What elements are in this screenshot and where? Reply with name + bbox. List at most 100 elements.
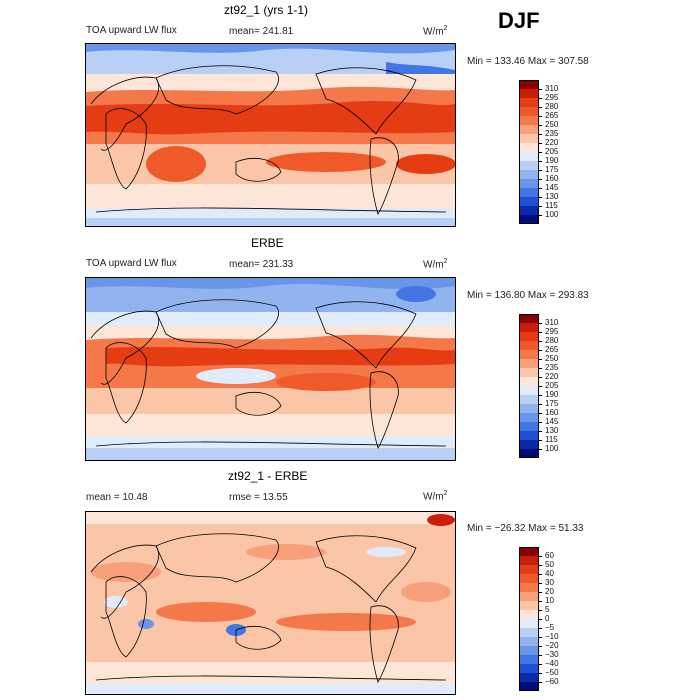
colorbar-tick-label: 280	[545, 336, 559, 345]
colorbar-tick	[539, 610, 542, 611]
colorbar-tick	[539, 188, 542, 189]
colorbar-swatch	[519, 565, 539, 574]
panel-3-map	[85, 511, 456, 695]
colorbar-tick-label: 220	[545, 138, 559, 147]
colorbar-tick-label: 145	[545, 183, 559, 192]
colorbar-tick-label: 160	[545, 174, 559, 183]
colorbar-tick	[539, 583, 542, 584]
panel-1-map	[85, 43, 456, 227]
colorbar-tick	[539, 197, 542, 198]
colorbar-swatch	[519, 89, 539, 98]
colorbar-tick	[539, 143, 542, 144]
colorbar-tick	[539, 404, 542, 405]
colorbar-swatch	[519, 449, 539, 458]
colorbar-tick-label: 190	[545, 390, 559, 399]
colorbar-swatch	[519, 547, 539, 556]
panel-1-map-svg	[86, 44, 455, 226]
colorbar-tick	[539, 323, 542, 324]
colorbar-swatch	[519, 215, 539, 224]
colorbar-tick	[539, 341, 542, 342]
panel-3-units: W/m2	[423, 490, 448, 503]
colorbar-tick	[539, 422, 542, 423]
colorbar-swatch	[519, 206, 539, 215]
colorbar-swatch	[519, 413, 539, 422]
colorbar-tick-label: 310	[545, 84, 559, 93]
colorbar-tick-label: 115	[545, 435, 558, 444]
colorbar-tick	[539, 386, 542, 387]
colorbar-swatch	[519, 628, 539, 637]
colorbar-tick	[539, 682, 542, 683]
colorbar-tick-label: −30	[545, 650, 559, 659]
colorbar-swatch	[519, 98, 539, 107]
colorbar-swatch	[519, 592, 539, 601]
colorbar-tick-label: 115	[545, 201, 558, 210]
season-label: DJF	[498, 8, 540, 33]
panel-1-units: W/m2	[423, 25, 448, 38]
colorbar-tick-label: 280	[545, 102, 559, 111]
colorbar-tick	[539, 565, 542, 566]
colorbar-tick-label: 205	[545, 381, 559, 390]
colorbar-swatch	[519, 377, 539, 386]
panel-2-units: W/m2	[423, 258, 448, 271]
panel-2-minmax: Min = 136.80 Max = 293.83	[467, 290, 589, 301]
colorbar-tick-label: −60	[545, 677, 559, 686]
colorbar-tick	[539, 359, 542, 360]
colorbar-swatch	[519, 332, 539, 341]
colorbar-tick-label: 235	[545, 363, 559, 372]
colorbar-swatch	[519, 646, 539, 655]
colorbar-tick-label: 175	[545, 165, 559, 174]
colorbar-tick	[539, 134, 542, 135]
colorbar-tick-label: 5	[545, 605, 550, 614]
colorbar-tick	[539, 89, 542, 90]
colorbar-swatch	[519, 125, 539, 134]
colorbar-tick	[539, 628, 542, 629]
colorbar-swatch	[519, 188, 539, 197]
colorbar-tick	[539, 601, 542, 602]
colorbar-tick-label: −5	[545, 623, 555, 632]
panel-2-mean-label: mean= 231.33	[229, 259, 294, 270]
panel-2-title: ERBE	[251, 236, 284, 250]
colorbar-tick-label: 60	[545, 551, 554, 560]
panel-2-map-svg	[86, 278, 455, 460]
colorbar-tick-label: 30	[545, 578, 554, 587]
colorbar-tick-label: 295	[545, 93, 559, 102]
colorbar-tick	[539, 377, 542, 378]
colorbar-tick-label: 130	[545, 192, 559, 201]
colorbar-swatch	[519, 80, 539, 89]
colorbar-swatch	[519, 440, 539, 449]
colorbar-tick-label: 250	[545, 120, 559, 129]
colorbar-tick-label: −10	[545, 632, 559, 641]
colorbar-tick	[539, 215, 542, 216]
colorbar-tick-label: 205	[545, 147, 559, 156]
colorbar-swatch	[519, 422, 539, 431]
colorbar-tick-label: 130	[545, 426, 559, 435]
colorbar-frame	[519, 80, 539, 224]
panel-3-title: zt92_1 - ERBE	[228, 469, 308, 483]
colorbar-tick-label: 265	[545, 111, 559, 120]
colorbar-swatch	[519, 107, 539, 116]
colorbar-frame	[519, 314, 539, 458]
panel-1-variable-label: TOA upward LW flux	[86, 25, 177, 36]
colorbar-swatch	[519, 395, 539, 404]
colorbar-swatch	[519, 664, 539, 673]
colorbar-tick-label: −40	[545, 659, 559, 668]
panel-2-variable-label: TOA upward LW flux	[86, 258, 177, 269]
colorbar-swatch	[519, 359, 539, 368]
colorbar-swatch	[519, 673, 539, 682]
panel-3-mean-label: mean = 10.48	[86, 492, 148, 503]
colorbar-swatch	[519, 619, 539, 628]
colorbar-swatch	[519, 574, 539, 583]
colorbar-tick	[539, 673, 542, 674]
colorbar-swatch	[519, 341, 539, 350]
colorbar-tick	[539, 431, 542, 432]
colorbar-tick-label: 10	[545, 596, 554, 605]
colorbar-tick-label: 0	[545, 614, 550, 623]
colorbar-tick-label: 235	[545, 129, 559, 138]
panel-2-map	[85, 277, 456, 461]
colorbar-tick-label: 220	[545, 372, 559, 381]
colorbar-tick	[539, 368, 542, 369]
colorbar-tick-label: −50	[545, 668, 559, 677]
colorbar-swatch	[519, 350, 539, 359]
colorbar-tick	[539, 170, 542, 171]
colorbar-tick	[539, 440, 542, 441]
